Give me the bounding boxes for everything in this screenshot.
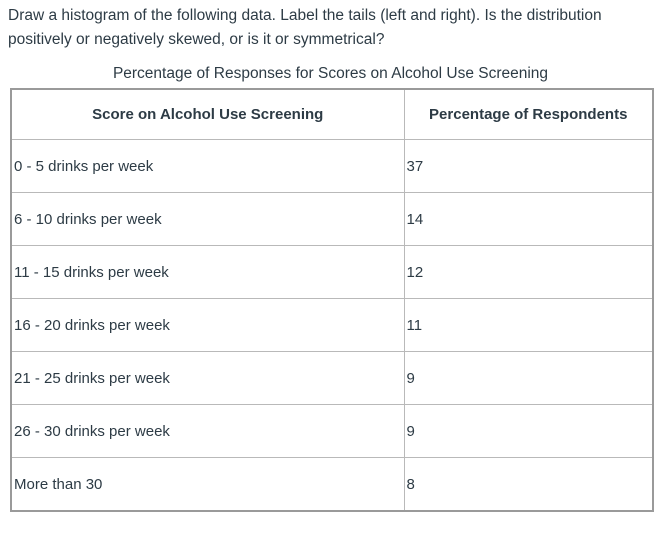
score-cell: 0 - 5 drinks per week xyxy=(10,139,405,193)
column-header-score: Score on Alcohol Use Screening xyxy=(10,88,405,140)
table-caption: Percentage of Responses for Scores on Al… xyxy=(112,65,549,82)
table-row: 26 - 30 drinks per week 9 xyxy=(10,404,654,458)
percent-cell: 37 xyxy=(403,139,654,193)
table-row: 21 - 25 drinks per week 9 xyxy=(10,351,654,405)
table-header-row: Score on Alcohol Use Screening Percentag… xyxy=(10,88,654,140)
percent-cell: 9 xyxy=(403,351,654,405)
question-line-1: Draw a histogram of the following data. … xyxy=(8,7,602,24)
percent-cell: 14 xyxy=(403,192,654,246)
score-cell: 26 - 30 drinks per week xyxy=(10,404,405,458)
table-row: More than 30 8 xyxy=(10,457,654,512)
percent-cell: 12 xyxy=(403,245,654,299)
question-text: Draw a histogram of the following data. … xyxy=(8,4,658,52)
responses-table: Score on Alcohol Use Screening Percentag… xyxy=(10,88,654,512)
score-cell: 11 - 15 drinks per week xyxy=(10,245,405,299)
table-row: 16 - 20 drinks per week 11 xyxy=(10,298,654,352)
question-line-2: positively or negatively skewed, or is i… xyxy=(8,31,385,48)
table-row: 6 - 10 drinks per week 14 xyxy=(10,192,654,246)
table-row: 11 - 15 drinks per week 12 xyxy=(10,245,654,299)
table-row: 0 - 5 drinks per week 37 xyxy=(10,139,654,193)
percent-cell: 9 xyxy=(403,404,654,458)
percent-cell: 8 xyxy=(403,457,654,512)
score-cell: 6 - 10 drinks per week xyxy=(10,192,405,246)
column-header-percentage: Percentage of Respondents xyxy=(403,88,654,140)
percent-cell: 11 xyxy=(403,298,654,352)
score-cell: 16 - 20 drinks per week xyxy=(10,298,405,352)
score-cell: 21 - 25 drinks per week xyxy=(10,351,405,405)
score-cell: More than 30 xyxy=(10,457,405,512)
